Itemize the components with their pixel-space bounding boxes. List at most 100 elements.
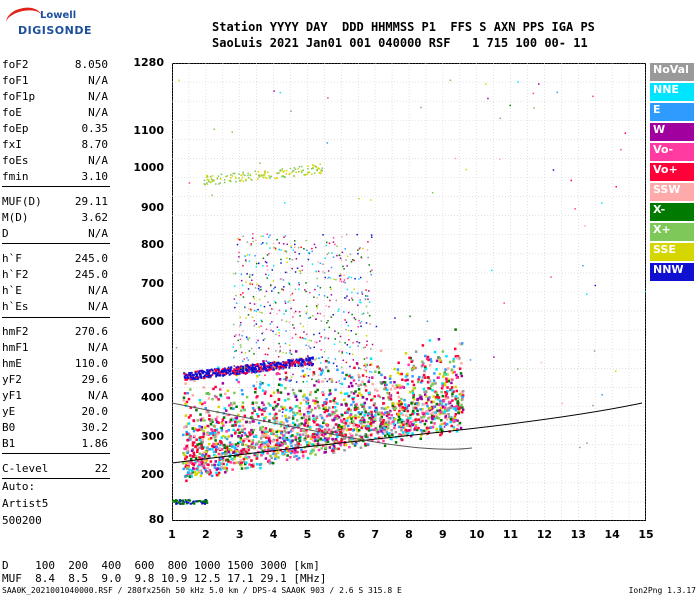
echo-pixel bbox=[208, 369, 211, 372]
echo-pixel bbox=[458, 421, 462, 425]
echo-pixel bbox=[306, 424, 310, 428]
echo-pixel bbox=[195, 438, 198, 442]
echo-pixel bbox=[273, 406, 277, 409]
echo-pixel bbox=[206, 174, 208, 177]
param-name: foF2 bbox=[2, 58, 29, 71]
echo-pixel bbox=[272, 391, 276, 394]
echo-pixel bbox=[645, 290, 646, 293]
echo-pixel bbox=[342, 421, 345, 424]
echo-pixel bbox=[333, 401, 337, 405]
echo-pixel bbox=[409, 315, 411, 318]
echo-pixel bbox=[284, 426, 288, 430]
echo-pixel bbox=[260, 430, 264, 434]
echo-pixel bbox=[299, 364, 302, 367]
echo-pixel bbox=[291, 450, 294, 453]
echo-pixel bbox=[219, 372, 222, 375]
echo-pixel bbox=[345, 428, 349, 432]
echo-pixel bbox=[237, 380, 240, 384]
echo-pixel bbox=[397, 412, 400, 416]
echo-pixel bbox=[290, 246, 293, 249]
echo-pixel bbox=[441, 422, 444, 426]
echo-pixel bbox=[266, 269, 269, 271]
echo-pixel bbox=[269, 284, 272, 286]
echo-pixel bbox=[344, 433, 348, 437]
echo-pixel bbox=[432, 395, 435, 398]
echo-pixel bbox=[339, 391, 343, 395]
echo-pixel bbox=[220, 429, 224, 432]
echo-pixel bbox=[339, 419, 343, 422]
echo-pixel bbox=[311, 378, 313, 380]
legend-e: E bbox=[650, 103, 694, 121]
echo-pixel bbox=[369, 270, 372, 273]
echo-pixel bbox=[314, 406, 317, 410]
echo-pixel bbox=[346, 411, 349, 414]
echo-pixel bbox=[406, 372, 409, 376]
echo-pixel bbox=[178, 79, 180, 82]
echo-pixel bbox=[295, 257, 298, 260]
param-row-hf2: h`F2 245.0 bbox=[2, 268, 108, 282]
echo-pixel bbox=[308, 405, 311, 408]
echo-pixel bbox=[232, 418, 235, 421]
echo-pixel bbox=[323, 328, 326, 331]
echo-pixel bbox=[226, 371, 229, 374]
echo-pixel bbox=[260, 454, 263, 457]
echo-pixel bbox=[199, 401, 202, 405]
echo-pixel bbox=[268, 177, 271, 179]
echo-pixel bbox=[414, 425, 418, 429]
echo-pixel bbox=[190, 472, 193, 475]
echo-pixel bbox=[204, 374, 207, 377]
echo-pixel bbox=[359, 412, 362, 416]
echo-pixel bbox=[424, 376, 427, 379]
echo-pixel bbox=[295, 171, 297, 174]
echo-pixel bbox=[198, 425, 201, 428]
echo-pixel bbox=[429, 357, 432, 361]
echo-pixel bbox=[411, 432, 414, 435]
echo-pixel bbox=[445, 392, 448, 395]
echo-pixel bbox=[306, 456, 310, 460]
echo-pixel bbox=[402, 423, 405, 427]
echo-pixel bbox=[290, 307, 292, 310]
echo-pixel bbox=[324, 439, 328, 442]
legend-noval: NoVal bbox=[650, 63, 694, 81]
echo-pixel bbox=[255, 365, 258, 368]
echo-pixel bbox=[257, 366, 260, 369]
echo-pixel bbox=[314, 400, 317, 403]
echo-pixel bbox=[238, 256, 240, 258]
echo-pixel bbox=[321, 391, 324, 395]
echo-pixel bbox=[288, 299, 291, 302]
echo-pixel bbox=[300, 362, 303, 365]
echo-pixel bbox=[314, 359, 316, 361]
echo-pixel bbox=[319, 373, 323, 376]
echo-pixel bbox=[383, 444, 387, 447]
echo-pixel bbox=[322, 234, 324, 236]
echo-pixel bbox=[283, 364, 286, 367]
param-row-he: h`E N/A bbox=[2, 284, 108, 298]
echo-pixel bbox=[210, 181, 212, 183]
echo-pixel bbox=[193, 434, 196, 438]
echo-pixel bbox=[313, 384, 316, 387]
param-value: N/A bbox=[88, 106, 108, 119]
echo-pixel bbox=[303, 373, 307, 377]
echo-pixel bbox=[241, 367, 243, 370]
echo-pixel bbox=[232, 445, 236, 449]
echo-pixel bbox=[437, 396, 441, 399]
echo-pixel bbox=[275, 372, 279, 376]
echo-pixel bbox=[240, 372, 243, 375]
echo-pixel bbox=[315, 166, 318, 168]
echo-pixel bbox=[316, 423, 319, 427]
echo-pixel bbox=[313, 445, 317, 449]
echo-pixel bbox=[275, 248, 277, 251]
echo-pixel bbox=[185, 432, 189, 436]
echo-pixel bbox=[336, 254, 338, 257]
echo-pixel bbox=[245, 179, 247, 182]
echo-pixel bbox=[260, 435, 264, 438]
echo-pixel bbox=[335, 409, 338, 412]
echo-pixel bbox=[296, 458, 299, 461]
echo-pixel bbox=[318, 367, 322, 371]
echo-pixel bbox=[204, 468, 207, 471]
echo-pixel bbox=[232, 369, 235, 372]
echo-pixel bbox=[317, 448, 321, 452]
echo-pixel bbox=[281, 415, 284, 417]
echo-pixel bbox=[460, 362, 463, 365]
echo-pixel bbox=[223, 369, 226, 372]
